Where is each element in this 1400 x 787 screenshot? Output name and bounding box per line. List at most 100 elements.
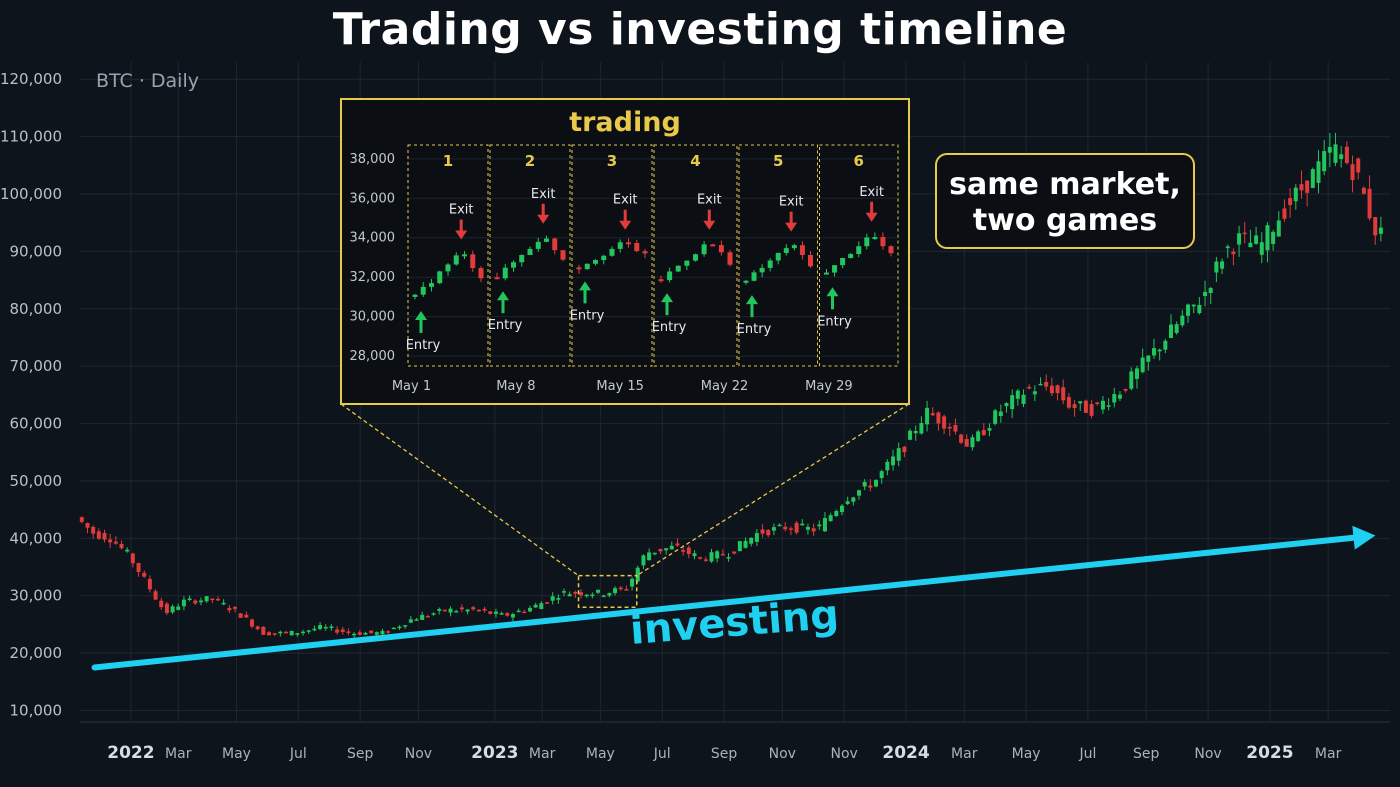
candle-body [329,626,334,628]
candle-body [380,630,385,635]
candle-body [1197,304,1202,314]
candle-body [947,426,952,429]
inset-candle-body [832,265,838,273]
candle-body [550,596,555,601]
candle-body [386,631,391,633]
exit-label: Exit [613,193,638,208]
candle-body [720,553,725,556]
entry-arrowhead [826,287,839,297]
exit-arrowhead [785,222,798,232]
candle-body [562,591,567,593]
x-tick-label: Mar [1315,746,1342,762]
exit-label: Exit [697,193,722,208]
candle-body [1271,231,1276,245]
candle-body [658,548,663,552]
candle-body [613,588,618,594]
candle-body [1333,144,1338,163]
candle-body [1169,324,1174,339]
candle-body [1299,184,1304,191]
candle-body [1316,161,1321,183]
candle-body [1157,349,1162,352]
exit-label: Exit [859,185,884,200]
y-tick-label: 80,000 [10,300,63,318]
callout-line-2: two games [972,203,1158,238]
candle-body [771,527,776,531]
inset-candle-body [584,263,590,270]
inset-y-tick-label: 28,000 [350,349,396,364]
entry-label: Entry [737,322,772,337]
candle-body [567,594,572,597]
candle-body [834,510,839,517]
candle-body [431,613,436,615]
candle-body [403,625,408,627]
inset-y-tick-label: 36,000 [350,191,396,206]
candle-body [766,529,771,536]
inset-x-tick-label: May 1 [392,379,431,394]
inset-candle-body [743,280,749,283]
candle-body [902,446,907,453]
candle-body [896,448,901,461]
candle-body [879,471,884,479]
inset-candle-body [751,272,757,281]
inset-candle-body [791,245,797,249]
candle-body [1089,404,1094,416]
candle-body [391,627,396,630]
candle-body [1191,304,1196,307]
candle-body [857,490,862,496]
inset-candle-body [544,238,549,242]
y-tick-label: 60,000 [10,415,63,433]
candle-body [607,593,612,596]
inset-candle-body [552,238,558,251]
candle-body [1254,235,1259,244]
candle-body [624,589,629,591]
candle-body [204,596,209,602]
candle-body [374,632,379,635]
y-tick-label: 30,000 [10,587,63,605]
candle-body [618,587,623,590]
candle-body [312,628,317,631]
inset-candle-body [823,272,829,275]
candle-body [323,626,328,629]
entry-label: Entry [488,318,523,333]
inset-candle-body [759,267,765,273]
candle-body [959,434,964,443]
exit-arrowhead [619,220,632,230]
inset-candle-body [462,254,467,257]
inset-candle-body [502,267,508,279]
candle-body [1021,394,1026,404]
candle-body [108,539,113,543]
y-tick-label: 100,000 [0,185,62,203]
candle-body [346,631,351,633]
candle-body [970,437,975,448]
inset-candle-body [880,237,886,247]
candle-body [874,479,879,487]
candle-body [925,407,930,425]
candle-body [1214,261,1219,273]
inset-candle-body [864,237,870,247]
candle-body [1367,188,1372,219]
inset-y-tick-label: 38,000 [350,152,396,167]
candle-body [930,413,935,416]
candle-body [732,551,737,554]
candle-body [993,410,998,424]
candle-body [709,552,714,562]
candle-body [1146,355,1151,362]
y-tick-label: 50,000 [10,472,63,490]
candle-body [510,614,515,618]
candle-body [363,632,368,635]
candle-body [255,626,260,630]
candle-body [630,578,635,587]
inset-y-tick-label: 32,000 [350,270,396,285]
x-tick-label: Jul [1079,746,1097,762]
inset-candle-body [494,277,500,280]
trade-number: 3 [607,152,617,170]
candle-body [454,611,459,613]
candle-body [788,528,793,530]
inset-title: trading [569,107,681,138]
candle-body [1044,382,1049,387]
candle-body [539,603,544,610]
candle-body [715,551,720,559]
candle-body [1259,242,1264,255]
candle-body [754,533,759,542]
